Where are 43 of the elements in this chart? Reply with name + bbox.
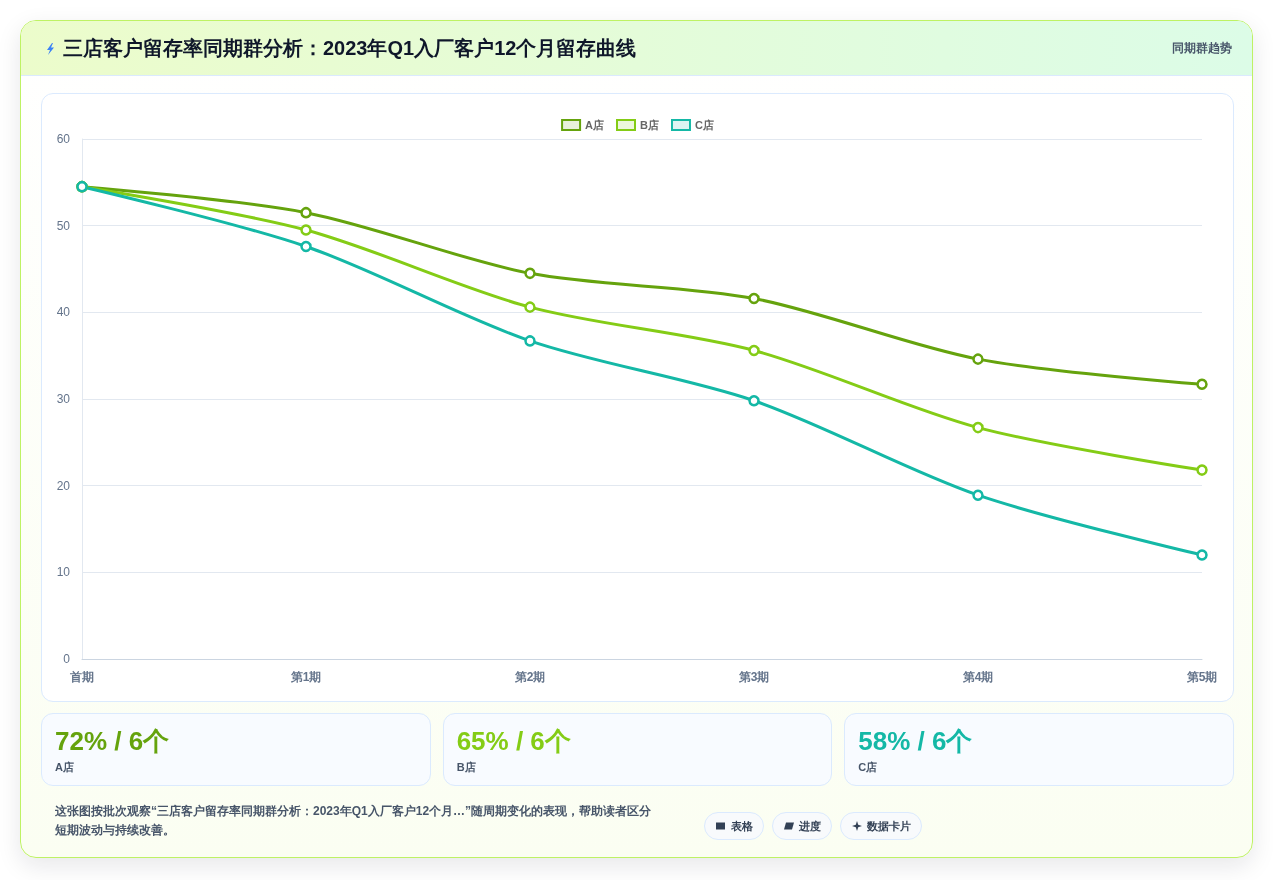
text: 65% / 6个 [456,725,572,758]
y-tick-label: 50 [56,218,71,233]
x-tick-label: 第4期 [961,670,994,684]
x-tick-label: 第5期 [1185,670,1218,684]
x-tick-label: 第2期 [513,670,546,684]
legend-label: B店 [640,119,659,131]
legend-label: C店 [694,119,714,131]
point [524,335,536,347]
point [524,267,536,280]
text: 58% / 6个 [858,725,974,758]
y-tick-label: 30 [56,392,71,406]
text: 数据卡片 [867,818,911,834]
x-tick-label: 第3期 [737,670,770,684]
y-tick-label: 10 [56,565,71,580]
text: 72% / 6个 [55,725,171,758]
text: 进度 [799,818,821,834]
y-tick-label: 0 [63,652,71,666]
legend-label: A店 [585,119,605,131]
text: 这张图按批次观察“三店客户留存率同期群分析：2023年Q1入厂客户12个月…”随周期变化的表现，帮助读者区分短期波动与持续改善。 [55,804,652,837]
point [748,292,760,305]
point [972,421,984,434]
y-tick-label: 60 [56,132,71,146]
x-tick-label: 第1期 [289,670,322,684]
text: C店 [858,760,879,775]
point [748,344,760,357]
text: A店 [55,760,75,775]
y-tick-label: 40 [56,305,71,320]
x-tick-label: 首期 [69,670,94,684]
point [1196,464,1208,476]
point [300,240,312,253]
point [972,489,984,501]
point [748,394,760,407]
text: B店 [456,760,477,775]
point [1196,549,1208,561]
point [524,301,536,313]
point [300,206,312,219]
text: 表格 [731,818,753,834]
chart-subtitle: 同期群趋势 [1172,40,1232,56]
chart-title: 三店客户留存率同期群分析：2023年Q1入厂客户12个月留存曲线 [63,36,637,60]
point [972,353,984,365]
point [300,224,312,236]
point [1196,378,1208,391]
y-tick-label: 20 [56,478,71,493]
